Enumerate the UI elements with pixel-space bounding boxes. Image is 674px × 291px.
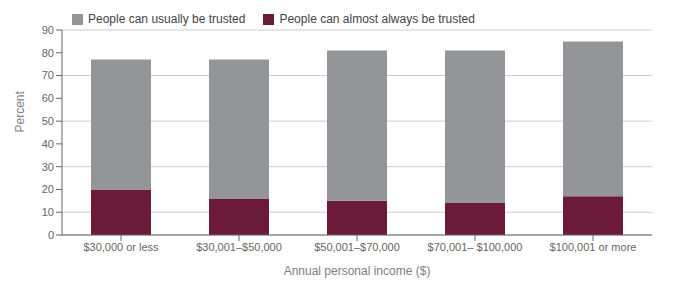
svg-text:$30,001–$50,000: $30,001–$50,000 (196, 241, 282, 253)
svg-text:50: 50 (42, 115, 54, 127)
svg-text:70: 70 (42, 69, 54, 81)
svg-text:40: 40 (42, 138, 54, 150)
svg-text:20: 20 (42, 183, 54, 195)
svg-text:$100,001 or more: $100,001 or more (550, 241, 637, 253)
svg-text:$70,001– $100,000: $70,001– $100,000 (428, 241, 523, 253)
html-text:People can usually be trusted: People can usually be trusted (88, 12, 246, 26)
svg-text:$50,001–$70,000: $50,001–$70,000 (314, 241, 400, 253)
svg-text:Annual personal income ($): Annual personal income ($) (284, 264, 431, 278)
svg-text:80: 80 (42, 47, 54, 59)
svg-text:0: 0 (48, 229, 54, 241)
svg-text:Percent: Percent (13, 90, 27, 132)
svg-text:90: 90 (42, 24, 54, 36)
html-text:People can almost always be tr: People can almost always be trusted (279, 12, 475, 26)
svg-text:10: 10 (42, 206, 54, 218)
svg-text:60: 60 (42, 92, 54, 104)
svg-text:30: 30 (42, 161, 54, 173)
svg-text:$30,000 or less: $30,000 or less (83, 241, 159, 253)
